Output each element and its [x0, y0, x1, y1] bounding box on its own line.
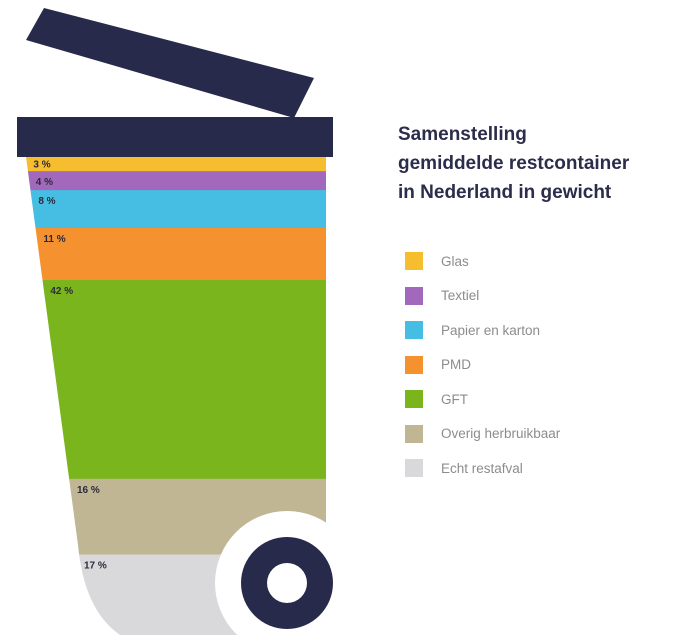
- legend-item-textiel: Textiel: [405, 279, 560, 314]
- segment-label-pmd: 11 %: [43, 234, 65, 245]
- legend-item-glas: Glas: [405, 244, 560, 279]
- segment-textiel: [26, 171, 326, 191]
- legend-swatch-papier-en-karton: [405, 321, 423, 340]
- bin-lid-rim: [17, 117, 333, 157]
- legend-label-gft: GFT: [441, 391, 468, 407]
- chart-title-line-2: gemiddelde restcontainer: [398, 153, 630, 174]
- legend-item-pmd: PMD: [405, 348, 560, 383]
- legend-swatch-echt-restafval: [405, 459, 423, 478]
- legend-label-papier-en-karton: Papier en karton: [441, 322, 541, 338]
- segment-gft: [26, 280, 326, 480]
- segment-label-overig-herbruikbaar: 16 %: [77, 485, 100, 496]
- legend-swatch-glas: [405, 252, 423, 271]
- bin-lid-top: [26, 8, 314, 118]
- segment-label-papier-en-karton: 8 %: [38, 196, 55, 207]
- legend-swatch-gft: [405, 390, 423, 409]
- chart-title-line-1: Samenstelling: [398, 124, 527, 145]
- legend-item-papier-en-karton: Papier en karton: [405, 313, 560, 348]
- legend-item-echt-restafval: Echt restafval: [405, 451, 560, 486]
- legend-label-textiel: Textiel: [441, 288, 480, 304]
- legend-swatch-pmd: [405, 355, 423, 374]
- segment-glas: [26, 157, 326, 172]
- segment-label-glas: 3 %: [33, 160, 50, 171]
- legend-label-glas: Glas: [441, 253, 469, 269]
- segment-label-echt-restafval: 17 %: [84, 561, 107, 572]
- legend-label-overig-herbruikbaar: Overig herbruikbaar: [441, 426, 561, 442]
- segment-label-textiel: 4 %: [36, 177, 53, 188]
- wheel-hub: [267, 563, 307, 603]
- legend-item-overig-herbruikbaar: Overig herbruikbaar: [405, 417, 560, 452]
- chart-legend: Glas Textiel Papier en karton PMD GFT Overig …: [405, 244, 560, 486]
- chart-title-line-3: in Nederland in gewicht: [398, 182, 612, 203]
- legend-label-echt-restafval: Echt restafval: [441, 460, 523, 476]
- legend-swatch-overig-herbruikbaar: [405, 424, 423, 443]
- chart-title: Samenstelling gemiddelde restcontainer i…: [398, 120, 698, 207]
- segment-label-gft: 42 %: [50, 286, 73, 297]
- legend-swatch-textiel: [405, 286, 423, 305]
- legend-label-pmd: PMD: [441, 357, 471, 373]
- legend-item-gft: GFT: [405, 382, 560, 417]
- segment-papier-en-karton: [26, 190, 326, 229]
- segment-pmd: [26, 227, 326, 281]
